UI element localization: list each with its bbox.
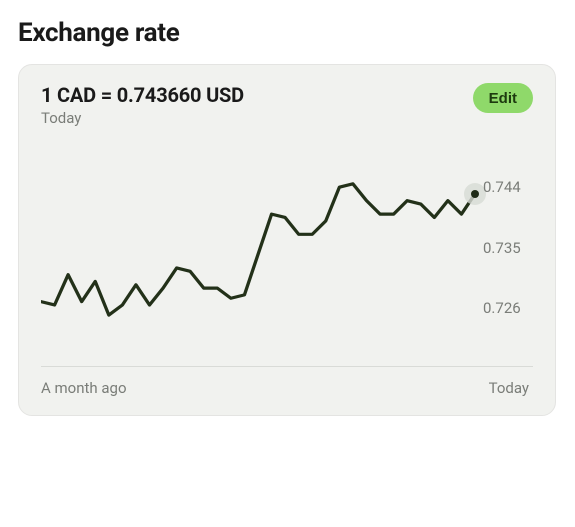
x-start-label: A month ago xyxy=(41,379,127,397)
rate-subtitle: Today xyxy=(41,109,244,127)
card-header: 1 CAD = 0.743660 USD Today Edit xyxy=(41,83,533,127)
chart-area: 0.726 0.735 0.744 xyxy=(41,167,533,342)
exchange-rate-card: 1 CAD = 0.743660 USD Today Edit 0.7260.7… xyxy=(18,64,556,416)
y-axis-ticks: 0.726 0.735 0.744 xyxy=(475,167,533,342)
y-tick-label: 0.735 xyxy=(483,239,521,257)
section-title: Exchange rate xyxy=(18,18,557,48)
x-end-label: Today xyxy=(489,379,529,397)
chart-divider xyxy=(41,366,533,367)
rate-text: 1 CAD = 0.743660 USD xyxy=(41,83,244,107)
y-tick-label: 0.726 xyxy=(483,299,521,317)
chart-plot xyxy=(41,167,475,342)
edit-button[interactable]: Edit xyxy=(473,83,533,113)
y-tick-label: 0.744 xyxy=(483,178,521,196)
line-chart-svg xyxy=(41,167,475,342)
rate-block: 1 CAD = 0.743660 USD Today xyxy=(41,83,244,127)
x-axis-labels: A month ago Today xyxy=(41,379,533,397)
